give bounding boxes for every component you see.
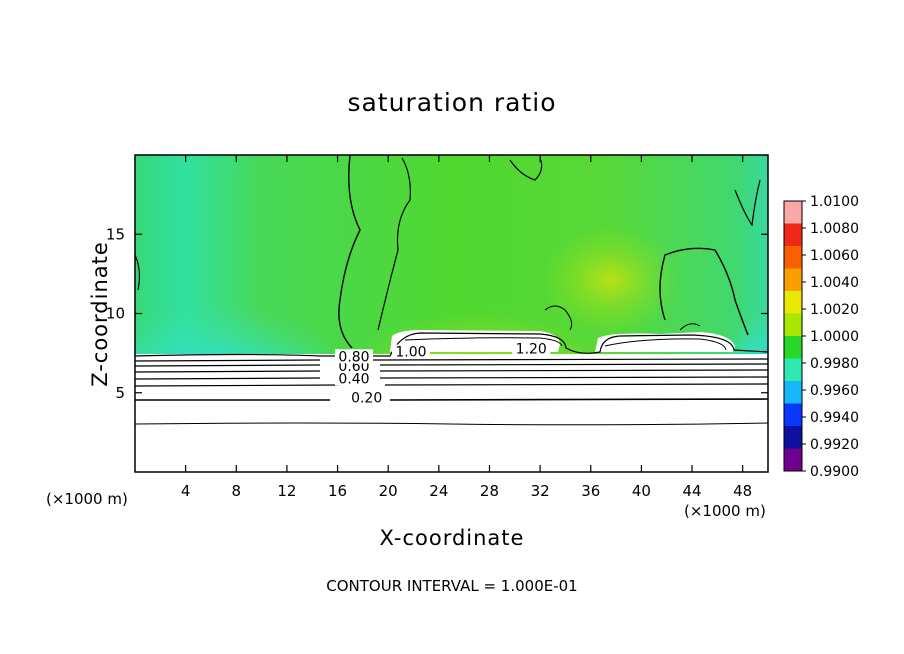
y-tick-label: 10 [106,305,125,323]
cloud-patch-right [595,332,735,352]
x-axis: 4 8 12 16 20 24 28 32 36 40 44 48 [181,155,752,500]
colorbar-label: 0.9940 [810,410,859,426]
colorbar-label: 1.0080 [810,221,859,237]
colorbar-swatch [784,291,802,314]
x-unit-label-right: (×1000 m) [684,502,766,520]
x-tick-label: 8 [232,482,242,500]
contour-lines [134,154,769,426]
colorbar-swatch [784,403,802,427]
x-tick-label: 4 [181,482,191,500]
contour-label: 0.20 [351,391,382,407]
chart-title: saturation ratio [347,88,557,117]
x-tick-label: 36 [581,482,600,500]
colorbar-label: 0.9920 [810,437,859,453]
contour-label-bg [347,390,386,405]
x-tick-label: 24 [429,482,448,500]
colorbar-swatch [784,268,802,292]
colorbar-label: 1.0100 [810,194,859,210]
colorbar-label: 1.0020 [810,302,859,318]
colorbar-label: 0.9980 [810,356,859,372]
colorbar-swatch [784,201,802,224]
y-axis: 5 10 15 [106,225,768,402]
contour-label-bg [335,371,374,386]
contour-label: 0.80 [338,349,369,365]
colorbar-label: 1.0000 [810,329,859,345]
colorbar-swatch [784,313,802,337]
contour-label-bg [512,341,551,356]
x-tick-label: 32 [531,482,550,500]
y-tick-label: 5 [115,384,125,402]
x-axis-label: X-coordinate [379,526,525,550]
moist-region-right [540,225,680,335]
x-tick-label: 16 [328,482,347,500]
contour-label-layer: 0.200.400.600.80 1.00 1.20 [335,341,551,407]
x-tick-label: 48 [733,482,752,500]
colorbar-swatch [784,223,802,247]
colorbar-label: 0.9960 [810,383,859,399]
colorbar-swatch [784,336,802,359]
lower-region [135,354,768,472]
x-tick-label: 12 [277,482,296,500]
colorbar-swatch [784,246,802,269]
x-tick-label: 28 [480,482,499,500]
y-tick-label: 15 [106,225,125,243]
colorbar-swatch [784,448,802,472]
x-tick-label: 40 [632,482,651,500]
contour-label: 0.40 [338,371,369,387]
colorbar-label: 1.0040 [810,275,859,291]
colorbar-label: 0.9900 [810,464,859,480]
colorbar-swatch [784,358,802,382]
colorbar-swatch [784,426,802,449]
contour-label: 1.20 [516,341,547,357]
contour-label: 1.00 [395,345,426,361]
x-unit-label-left: (×1000 m) [46,490,128,508]
contour-label-bg [391,344,430,359]
x-tick-label: 44 [682,482,701,500]
colorbar-label: 1.0060 [810,248,859,264]
colorbar-swatch [784,381,802,404]
contour-interval-note: CONTOUR INTERVAL = 1.000E-01 [326,577,578,595]
contour-label-bg [335,349,374,364]
colorbar: 1.0100 1.0080 1.0060 1.0040 1.0020 1.0000 0.99… [783,194,859,480]
x-tick-label: 20 [379,482,398,500]
heatmap-field [135,155,768,472]
